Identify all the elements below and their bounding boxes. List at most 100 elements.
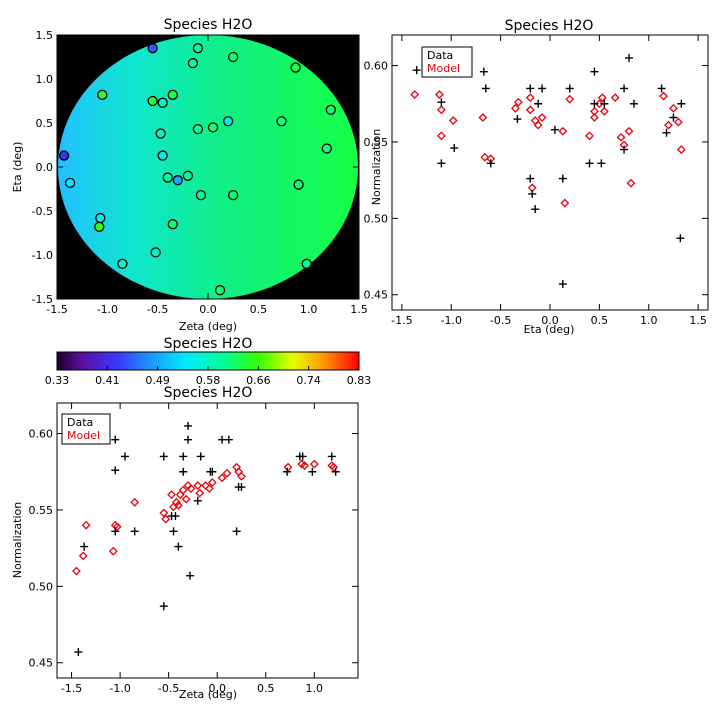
species-map-panel: Species H2O — [11, 17, 368, 333]
map-point — [117, 258, 128, 269]
eta_plot-model-point — [525, 93, 535, 103]
zeta_plot-model-point — [172, 497, 181, 507]
map-point — [95, 212, 106, 224]
eta_plot-data-point — [657, 84, 666, 93]
eta-y-label: Normalization — [370, 129, 383, 205]
eta_plot-model-point — [626, 178, 636, 188]
eta_plot-model-point — [673, 117, 683, 127]
eta_plot-data-point — [437, 98, 446, 107]
zeta-model-series — [72, 459, 339, 576]
eta-legend-box — [421, 46, 473, 78]
map-point — [94, 221, 105, 232]
eta-title: Species H2O — [505, 18, 594, 34]
eta_plot-data-point — [412, 66, 421, 75]
zeta_plot-model-point — [159, 508, 169, 518]
eta_plot-x-tick-label: -1.5 — [391, 314, 412, 327]
zeta_plot-x-tick-label: -0.5 — [158, 682, 179, 695]
eta_plot-data-point — [676, 234, 685, 243]
map-y-tick-label: -1.5 — [32, 293, 53, 306]
eta_plot-model-point — [513, 97, 523, 107]
eta_plot-model-point — [410, 90, 420, 100]
map-point — [167, 89, 178, 100]
eta_plot-model-point — [533, 120, 543, 130]
zeta_plot-data-point — [283, 467, 292, 476]
zeta_plot-data-point — [159, 602, 168, 611]
eta-legend-model: Model — [427, 62, 460, 75]
zeta_plot-data-point — [218, 435, 227, 444]
map-point — [167, 219, 178, 230]
colorbar-tick-label: 0.66 — [246, 374, 271, 387]
colorbar-title: Species H2O — [164, 336, 253, 352]
zeta_plot-x-tick-label: 1.0 — [306, 682, 324, 695]
eta_plot-x-tick-label: -0.5 — [490, 314, 511, 327]
zeta-x-label: Zeta (deg) — [179, 688, 237, 701]
zeta_plot-y-tick-label: 0.45 — [29, 657, 54, 670]
zeta_plot-data-point — [186, 571, 195, 580]
zeta_plot-model-point — [222, 468, 232, 478]
map-point — [97, 89, 108, 100]
eta-data-series — [412, 53, 686, 289]
eta_plot-data-point — [437, 159, 446, 168]
map-axes: -1.5 -1.0 -0.5 0.0 0.5 1.0 1.5 -1.5 -1.0 -0.5 0.0 0… — [32, 29, 368, 316]
colorbar-tick-label: 0.83 — [347, 374, 372, 387]
map-y-tick-label: 0.5 — [36, 117, 54, 130]
zeta_plot-data-point — [232, 527, 241, 536]
eta_plot-model-point — [448, 116, 458, 125]
zeta_plot-data-point — [179, 467, 188, 476]
zeta_plot-y-tick-label: 0.50 — [29, 580, 54, 593]
zeta-legend-model: Model — [67, 429, 100, 442]
eta_plot-data-point — [558, 174, 567, 183]
map-point — [293, 179, 304, 190]
map-point — [228, 190, 239, 201]
eta_plot-model-point — [594, 99, 604, 109]
eta_plot-model-point — [434, 90, 444, 100]
zeta-normalization-panel: Species H2O -1.5 -1.0 -0.5 0.0 0.5 1.0 0.45 0.5… — [11, 385, 359, 701]
eta_plot-model-point — [537, 113, 547, 122]
eta_plot-data-point — [565, 84, 574, 93]
zeta-title: Species H2O — [164, 385, 253, 401]
zeta_plot-data-point — [208, 467, 217, 476]
map-point — [192, 124, 204, 135]
eta_plot-data-point — [629, 99, 638, 108]
eta_plot-data-point — [550, 125, 559, 134]
eta_plot-data-point — [513, 115, 522, 124]
eta_plot-model-point — [610, 93, 620, 103]
eta_plot-data-point — [590, 99, 599, 108]
zeta_plot-data-point — [169, 527, 178, 536]
eta_plot-data-point — [600, 99, 609, 108]
zeta_plot-data-point — [196, 452, 205, 461]
zeta_plot-data-point — [111, 527, 120, 536]
zeta_plot-model-point — [300, 461, 310, 471]
map-y-label: Eta (deg) — [11, 142, 24, 193]
map-point — [321, 143, 332, 154]
eta_plot-data-point — [620, 84, 629, 93]
zeta_plot-data-point — [80, 542, 89, 551]
eta_plot-data-point — [534, 99, 543, 108]
eta_plot-x-tick-label: 0.0 — [541, 314, 559, 327]
map-x-tick-label: 0.5 — [250, 303, 268, 316]
eta_plot-model-point — [565, 94, 575, 104]
eta_plot-data-point — [669, 113, 678, 122]
zeta_plot-model-point — [207, 478, 217, 487]
eta_plot-model-point — [664, 120, 673, 130]
zeta_plot-model-point — [237, 471, 246, 481]
zeta_plot-data-point — [111, 466, 120, 475]
map-point — [157, 150, 168, 161]
zeta_plot-model-point — [329, 462, 339, 472]
zeta_plot-data-point — [74, 648, 83, 657]
eta_plot-model-point — [597, 93, 607, 103]
map-x-tick-label: 1.0 — [300, 303, 318, 316]
map-point — [182, 170, 194, 181]
map-point — [64, 177, 76, 188]
colorbar-ticks: 0.33 0.41 0.49 0.58 0.66 0.74 0.83 — [45, 366, 372, 387]
eta_plot-data-point — [677, 99, 686, 108]
eta_plot-data-point — [538, 84, 547, 93]
eta_plot-x-tick-label: 1.0 — [640, 314, 658, 327]
eta_plot-data-point — [528, 189, 537, 198]
map-point — [207, 122, 219, 133]
zeta_plot-data-point — [308, 467, 317, 476]
zeta-legend-data: Data — [67, 416, 93, 429]
map-field-disk — [58, 35, 358, 299]
zeta_plot-model-point — [205, 484, 214, 493]
